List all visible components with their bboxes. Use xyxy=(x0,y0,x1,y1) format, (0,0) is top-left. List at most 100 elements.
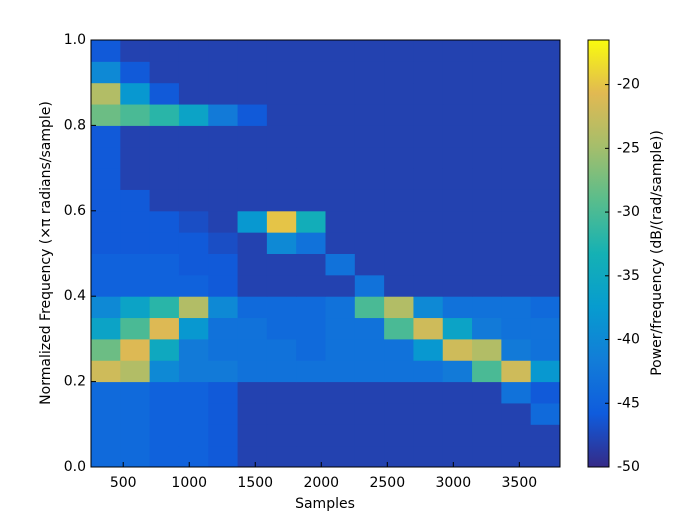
heatmap-cell xyxy=(178,360,209,383)
heatmap-cell xyxy=(91,61,121,84)
heatmap-cell xyxy=(91,232,121,254)
heatmap-cell xyxy=(296,189,326,212)
heatmap-cell xyxy=(178,104,209,126)
heatmap-cell xyxy=(266,360,297,383)
heatmap-cell xyxy=(237,445,268,467)
heatmap-cell xyxy=(472,61,502,84)
heatmap-cell xyxy=(384,253,414,276)
heatmap-cell xyxy=(149,104,180,126)
heatmap-cell xyxy=(266,424,297,447)
heatmap-cell xyxy=(91,445,121,467)
heatmap-cell xyxy=(354,40,385,62)
heatmap-cell xyxy=(208,82,239,105)
heatmap-cell xyxy=(120,125,151,148)
heatmap-cell xyxy=(501,210,532,233)
heatmap-cell xyxy=(120,61,151,84)
heatmap-cell xyxy=(237,360,268,383)
heatmap-cell xyxy=(91,424,121,447)
heatmap-cell xyxy=(296,338,326,361)
heatmap-cell xyxy=(120,210,151,233)
heatmap-cell xyxy=(384,424,414,447)
heatmap-cell xyxy=(472,146,502,169)
heatmap-cell xyxy=(472,210,502,233)
heatmap-cell xyxy=(237,104,268,126)
heatmap-cell xyxy=(266,189,297,212)
heatmap-cell xyxy=(384,104,414,126)
heatmap-cell xyxy=(530,424,560,447)
heatmap-cell xyxy=(442,168,473,190)
heatmap-cell xyxy=(178,402,209,425)
heatmap-cell xyxy=(472,402,502,425)
heatmap-cell xyxy=(501,40,532,62)
heatmap-cell xyxy=(530,402,560,425)
heatmap-cell xyxy=(384,40,414,62)
colorbar-tick-label: -30 xyxy=(617,204,640,220)
heatmap-cell xyxy=(472,125,502,148)
heatmap-cell xyxy=(325,381,356,404)
heatmap-cell xyxy=(149,189,180,212)
heatmap-cell xyxy=(442,232,473,254)
heatmap-cell xyxy=(354,125,385,148)
heatmap-cell xyxy=(178,82,209,105)
heatmap-cell xyxy=(354,445,385,467)
heatmap-cell xyxy=(384,82,414,105)
heatmap-cell xyxy=(354,189,385,212)
heatmap-cell xyxy=(120,424,151,447)
heatmap-cell xyxy=(120,189,151,212)
heatmap-cell xyxy=(120,381,151,404)
heatmap-cell xyxy=(354,338,385,361)
heatmap-cell xyxy=(91,360,121,383)
heatmap-cell xyxy=(178,296,209,319)
heatmap-cell xyxy=(91,402,121,425)
heatmap-cell xyxy=(384,168,414,190)
heatmap-cell xyxy=(178,381,209,404)
heatmap-cell xyxy=(237,210,268,233)
heatmap-cell xyxy=(472,338,502,361)
heatmap-cell xyxy=(384,317,414,340)
plot-frame xyxy=(90,39,561,468)
heatmap-cell xyxy=(208,253,239,276)
heatmap-cell xyxy=(325,274,356,297)
heatmap-cell xyxy=(413,232,444,254)
heatmap-cell xyxy=(208,402,239,425)
heatmap-cell xyxy=(325,232,356,254)
heatmap-cell xyxy=(296,125,326,148)
y-tick-label: 0.2 xyxy=(64,374,86,390)
heatmap-cell xyxy=(296,61,326,84)
heatmap-cell xyxy=(325,82,356,105)
heatmap-cell xyxy=(296,381,326,404)
heatmap-cell xyxy=(149,232,180,254)
heatmap-cell xyxy=(325,338,356,361)
heatmap-cell xyxy=(384,360,414,383)
heatmap-cell xyxy=(530,253,560,276)
heatmap-cell xyxy=(442,146,473,169)
heatmap-cell xyxy=(354,61,385,84)
heatmap-cell xyxy=(178,40,209,62)
y-tick-label: 0.4 xyxy=(64,288,86,304)
heatmap-cell xyxy=(530,146,560,169)
heatmap-cell xyxy=(120,338,151,361)
heatmap-cell xyxy=(442,189,473,212)
heatmap-cell xyxy=(413,445,444,467)
heatmap-cell xyxy=(472,360,502,383)
heatmap-cell xyxy=(208,424,239,447)
heatmap-cell xyxy=(384,338,414,361)
heatmap-cell xyxy=(413,424,444,447)
heatmap-cell xyxy=(472,424,502,447)
heatmap-cell xyxy=(325,402,356,425)
heatmap-cell xyxy=(208,146,239,169)
heatmap-cell xyxy=(91,189,121,212)
heatmap-cell xyxy=(530,274,560,297)
heatmap-cell xyxy=(91,125,121,148)
heatmap-cell xyxy=(384,296,414,319)
heatmap-cell xyxy=(501,146,532,169)
heatmap-cell xyxy=(296,82,326,105)
heatmap-cell xyxy=(208,125,239,148)
heatmap-cell xyxy=(413,253,444,276)
heatmap-cell xyxy=(266,296,297,319)
heatmap-cell xyxy=(149,40,180,62)
heatmap-cell xyxy=(530,445,560,467)
heatmap-cell xyxy=(354,274,385,297)
heatmap-cell xyxy=(296,296,326,319)
heatmap-cell xyxy=(237,381,268,404)
